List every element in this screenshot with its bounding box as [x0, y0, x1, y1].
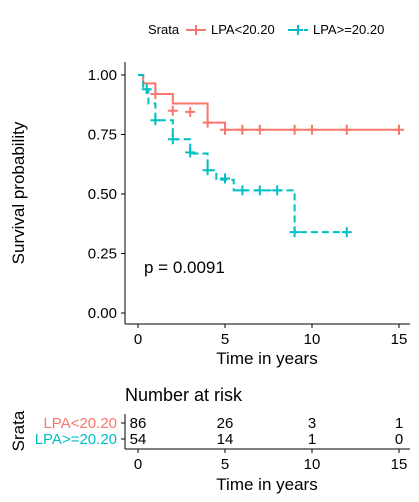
legend-key-censor: [191, 25, 201, 35]
risk-table-title: Number at risk: [125, 385, 243, 405]
risk-cell: 0: [395, 431, 403, 448]
x-tick-label: 0: [134, 331, 142, 348]
y-axis-label: Survival probability: [9, 121, 28, 264]
y-tick-label: 0.00: [88, 305, 117, 322]
risk-cell: 26: [217, 415, 234, 432]
series-1-censor-mark: [254, 124, 265, 135]
risk-cell: 1: [308, 431, 316, 448]
risk-cell: 3: [308, 415, 316, 432]
p-value-annotation: p = 0.0091: [144, 258, 225, 277]
series-1-censor-mark: [341, 124, 352, 135]
legend-entry-label: LPA>=20.20: [313, 22, 384, 37]
risk-x-tick-label: 0: [134, 456, 142, 473]
x-tick-label: 15: [391, 331, 408, 348]
series-1-censor-mark: [202, 117, 213, 128]
risk-cell: 54: [130, 431, 147, 448]
series-2-censor-mark: [254, 185, 265, 196]
y-tick-label: 0.25: [88, 246, 117, 263]
risk-x-tick-label: 5: [221, 456, 229, 473]
risk-cell: 14: [217, 431, 234, 448]
series-1-censor-mark: [237, 124, 248, 135]
series-1-censor-mark: [307, 124, 317, 135]
series-2-censor-mark: [272, 185, 283, 196]
series-2-censor-mark: [202, 165, 213, 176]
y-tick-label: 0.50: [88, 186, 117, 203]
series-2-censor-mark: [185, 147, 196, 158]
legend-entry-label: LPA<20.20: [211, 22, 275, 37]
legend-key-censor: [293, 25, 303, 35]
series-2-censor-mark: [289, 227, 300, 238]
risk-row-label: LPA<20.20: [43, 415, 117, 432]
series-1-censor-mark: [150, 89, 161, 100]
series-2-censor-mark: [167, 134, 178, 145]
series-2-censor-mark: [341, 227, 352, 238]
series-2-censor-mark: [220, 173, 230, 184]
legend: Srata LPA<20.20 LPA>=20.20: [148, 22, 384, 37]
risk-cell: 1: [395, 415, 403, 432]
series-2-censor-mark: [141, 84, 152, 95]
risk-row-label: LPA>=20.20: [35, 431, 117, 448]
series-1-curve: [138, 74, 399, 131]
series-1-censor-mark: [167, 105, 178, 116]
y-tick-label: 0.75: [88, 127, 117, 144]
series-1-censor-mark: [220, 124, 230, 135]
risk-table: Number at risk LPA<20.20 86 26 3 1LPA>=20.20…: [9, 385, 410, 494]
x-tick-label: 5: [221, 331, 229, 348]
x-axis-label: Time in years: [216, 349, 317, 368]
x-tick-label: 10: [304, 331, 321, 348]
series-1-censor-mark: [289, 124, 300, 135]
y-tick-label: 1.00: [88, 67, 117, 84]
series-1-censor-mark: [185, 106, 196, 117]
risk-y-axis-label: Srata: [9, 410, 28, 451]
series-1-censor-mark: [394, 124, 404, 135]
risk-x-tick-label: 10: [304, 456, 321, 473]
legend-title: Srata: [148, 22, 180, 37]
series-1: [138, 74, 404, 135]
series-2-curve: [138, 74, 347, 234]
risk-cell: 86: [130, 415, 147, 432]
series-2-censor-mark: [150, 115, 161, 126]
risk-x-tick-label: 15: [391, 456, 408, 473]
km-plot: 0.00 0.25 0.50 0.75 1.00 0 5 10 15 p = 0.0091 S…: [9, 62, 410, 368]
series-2: [138, 74, 352, 238]
risk-x-axis-label: Time in years: [216, 475, 317, 494]
series-2-censor-mark: [237, 185, 248, 196]
